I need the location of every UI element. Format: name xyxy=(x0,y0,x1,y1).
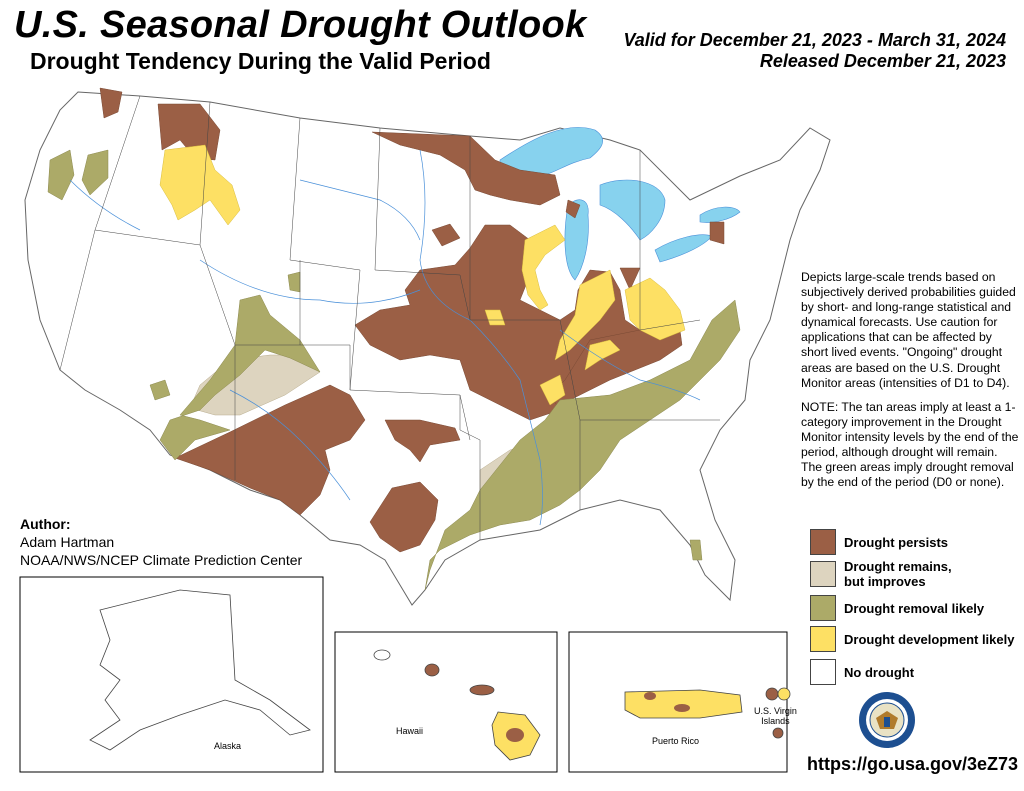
valid-line: Valid for December 21, 2023 - March 31, … xyxy=(623,30,1006,50)
hawaii-label: Hawaii xyxy=(396,726,424,736)
hawaii-island-kauai xyxy=(373,649,391,661)
virgin-islands-stthomas xyxy=(765,687,779,701)
author-name: Adam Hartman xyxy=(20,534,115,550)
legend-label-improves-line2: but improves xyxy=(844,574,926,589)
description: Depicts large-scale trends based on subj… xyxy=(801,270,1019,499)
legend-label-development: Drought development likely xyxy=(844,631,1015,647)
legend-label-improves-line1: Drought remains, xyxy=(844,559,952,574)
legend-item-persists: Drought persists xyxy=(810,529,948,555)
virgin-islands-stcroix xyxy=(772,727,784,739)
lake-huron xyxy=(599,179,666,241)
puerto-rico-label: Puerto Rico xyxy=(652,736,700,746)
description-paragraph-2: NOTE: The tan areas imply at least a 1-c… xyxy=(801,399,1019,490)
valid-period: Valid for December 21, 2023 - March 31, … xyxy=(623,30,1006,72)
legend-item-improves: Drought remains, but improves xyxy=(810,559,952,589)
map-title: U.S. Seasonal Drought Outlook xyxy=(14,4,587,46)
drought-removal-areas xyxy=(47,149,741,591)
legend-swatch-removal xyxy=(810,595,836,621)
hawaii-island-maui xyxy=(469,684,495,696)
legend-label-no-drought: No drought xyxy=(844,664,915,680)
author-label: Author: xyxy=(20,516,71,532)
legend-swatch-no-drought xyxy=(810,659,836,685)
author-block: Author: Adam Hartman NOAA/NWS/NCEP Clima… xyxy=(20,515,302,569)
legend-swatch-development xyxy=(810,626,836,652)
alaska-label: Alaska xyxy=(214,741,242,751)
legend-item-no-drought: No drought xyxy=(810,659,914,685)
alaska-outline xyxy=(89,589,311,751)
puerto-rico-outline xyxy=(624,689,743,719)
legend-swatch-persists xyxy=(810,529,836,555)
map-subtitle: Drought Tendency During the Valid Period xyxy=(30,48,491,74)
legend-swatch-improves xyxy=(810,561,836,587)
rivers xyxy=(69,149,701,526)
state-boundaries xyxy=(59,95,720,540)
legend-item-development: Drought development likely xyxy=(810,626,1014,652)
description-paragraph-1: Depicts large-scale trends based on subj… xyxy=(801,270,1016,390)
legend-label-persists: Drought persists xyxy=(844,534,949,550)
short-url-link[interactable]: https://go.usa.gov/3eZ73 xyxy=(807,754,1019,774)
legend-label-removal: Drought removal likely xyxy=(844,600,985,616)
virgin-islands-label: U.S. Virgin Islands xyxy=(754,706,797,726)
legend-item-removal: Drought removal likely xyxy=(810,595,984,621)
virgin-islands-stjohn xyxy=(777,687,791,701)
department-of-commerce-seal-icon xyxy=(859,692,915,748)
author-org: NOAA/NWS/NCEP Climate Prediction Center xyxy=(20,552,303,568)
hawaii-island-oahu xyxy=(424,663,440,677)
released-line: Released December 21, 2023 xyxy=(759,51,1006,71)
lake-ontario xyxy=(699,206,741,223)
lake-michigan xyxy=(564,199,589,281)
